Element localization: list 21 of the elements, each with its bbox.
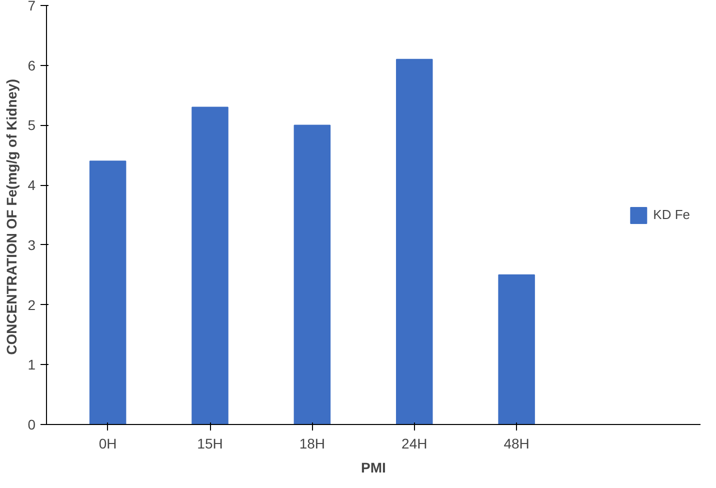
bar [498, 274, 535, 424]
x-tick-label: 24H [402, 436, 428, 452]
y-tick-label: 1 [28, 356, 36, 373]
x-tick-label: 15H [197, 436, 223, 452]
x-tick-label: 18H [299, 436, 326, 452]
x-tick-label: 0H [98, 436, 117, 452]
bar [192, 106, 228, 424]
x-tick-label: 48H [504, 436, 530, 452]
y-tick-label: 7 [28, 0, 36, 14]
y-axis-title: CONCENTRATION OF Fe(mg/g of Kidney) [4, 79, 20, 355]
y-tick-label: 0 [28, 416, 36, 432]
y-tick-label: 4 [28, 177, 36, 194]
y-tick-label: 6 [28, 57, 36, 74]
x-axis-title: PMI [361, 460, 386, 476]
y-tick-label: 2 [28, 296, 36, 313]
bar [396, 58, 433, 424]
y-tick-label: 5 [28, 117, 36, 134]
y-tick-label: 3 [28, 236, 36, 253]
bar [89, 160, 126, 424]
bar [294, 124, 331, 424]
legend-label: KD Fe [653, 207, 690, 222]
